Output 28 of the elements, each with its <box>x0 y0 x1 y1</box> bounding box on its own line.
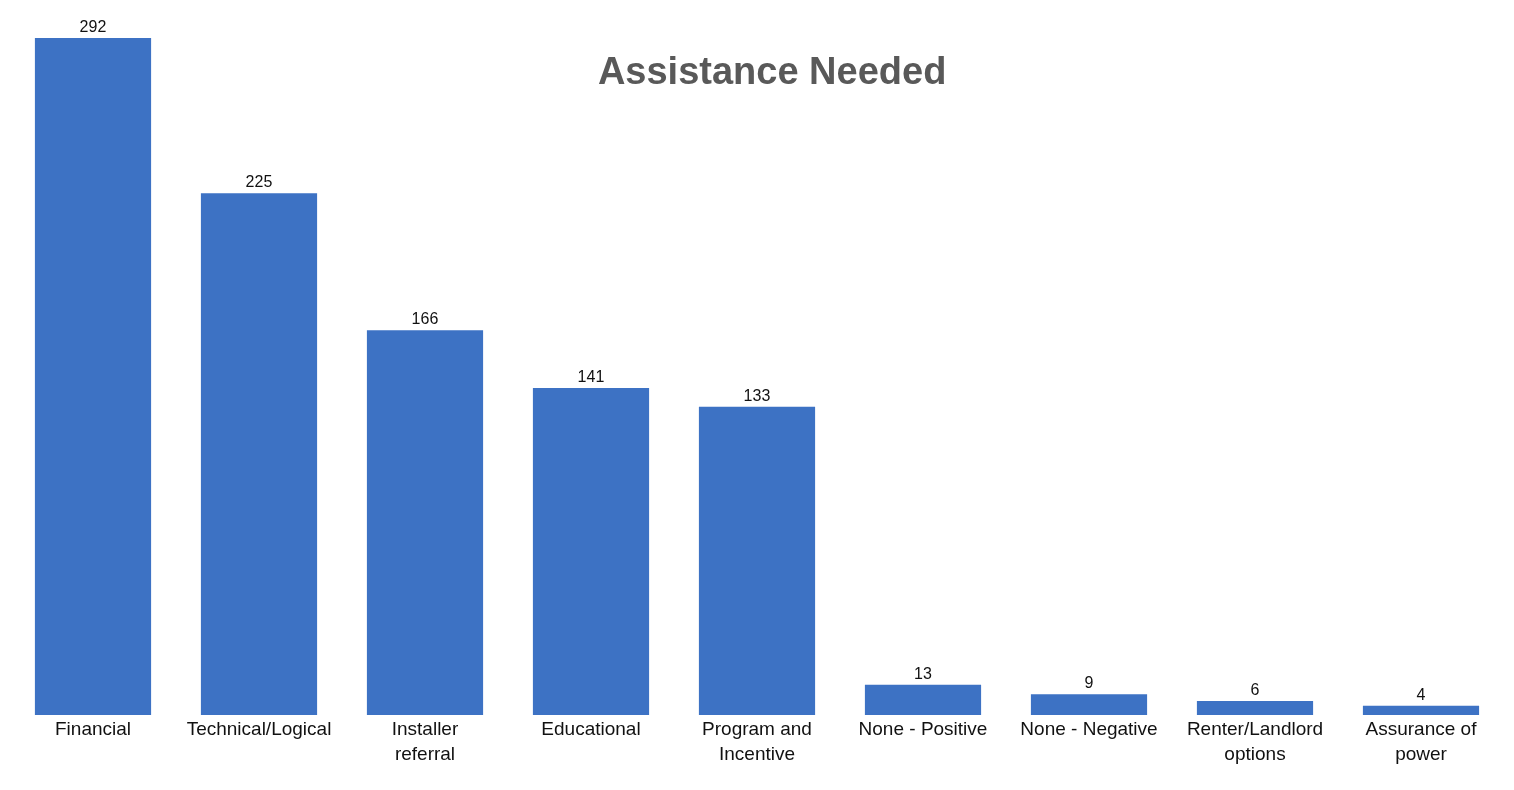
x-tick-label: None - Positive <box>858 718 988 739</box>
data-label: 133 <box>743 386 771 404</box>
bar <box>34 38 152 715</box>
bar <box>366 330 484 715</box>
bar <box>864 684 982 715</box>
bar <box>698 406 816 715</box>
x-tick-label: Renter/Landlord options <box>1186 718 1324 764</box>
data-label: 9 <box>1084 674 1094 692</box>
data-label: 4 <box>1416 685 1426 703</box>
x-tick-label: Program and Incentive <box>702 718 812 764</box>
data-label: 166 <box>411 310 439 328</box>
chart-title: Assistance Needed <box>597 50 947 93</box>
data-label: 292 <box>79 18 107 35</box>
x-tick-label: Technical/Logical <box>186 718 332 739</box>
bar <box>1030 694 1148 715</box>
x-tick-label: None - Negative <box>1020 718 1158 739</box>
bar <box>200 193 318 715</box>
x-tick-label: Assurance of power <box>1365 718 1478 764</box>
data-label: 6 <box>1250 681 1260 699</box>
data-label: 13 <box>914 664 932 682</box>
x-tick-label: Installer referral <box>391 718 459 764</box>
bar <box>1196 701 1314 715</box>
data-label: 141 <box>577 368 605 386</box>
bar <box>532 388 650 715</box>
bar <box>1362 705 1480 715</box>
data-label: 225 <box>245 173 273 191</box>
x-tick-label: Financial <box>54 718 132 739</box>
x-tick-label: Educational <box>541 718 641 739</box>
